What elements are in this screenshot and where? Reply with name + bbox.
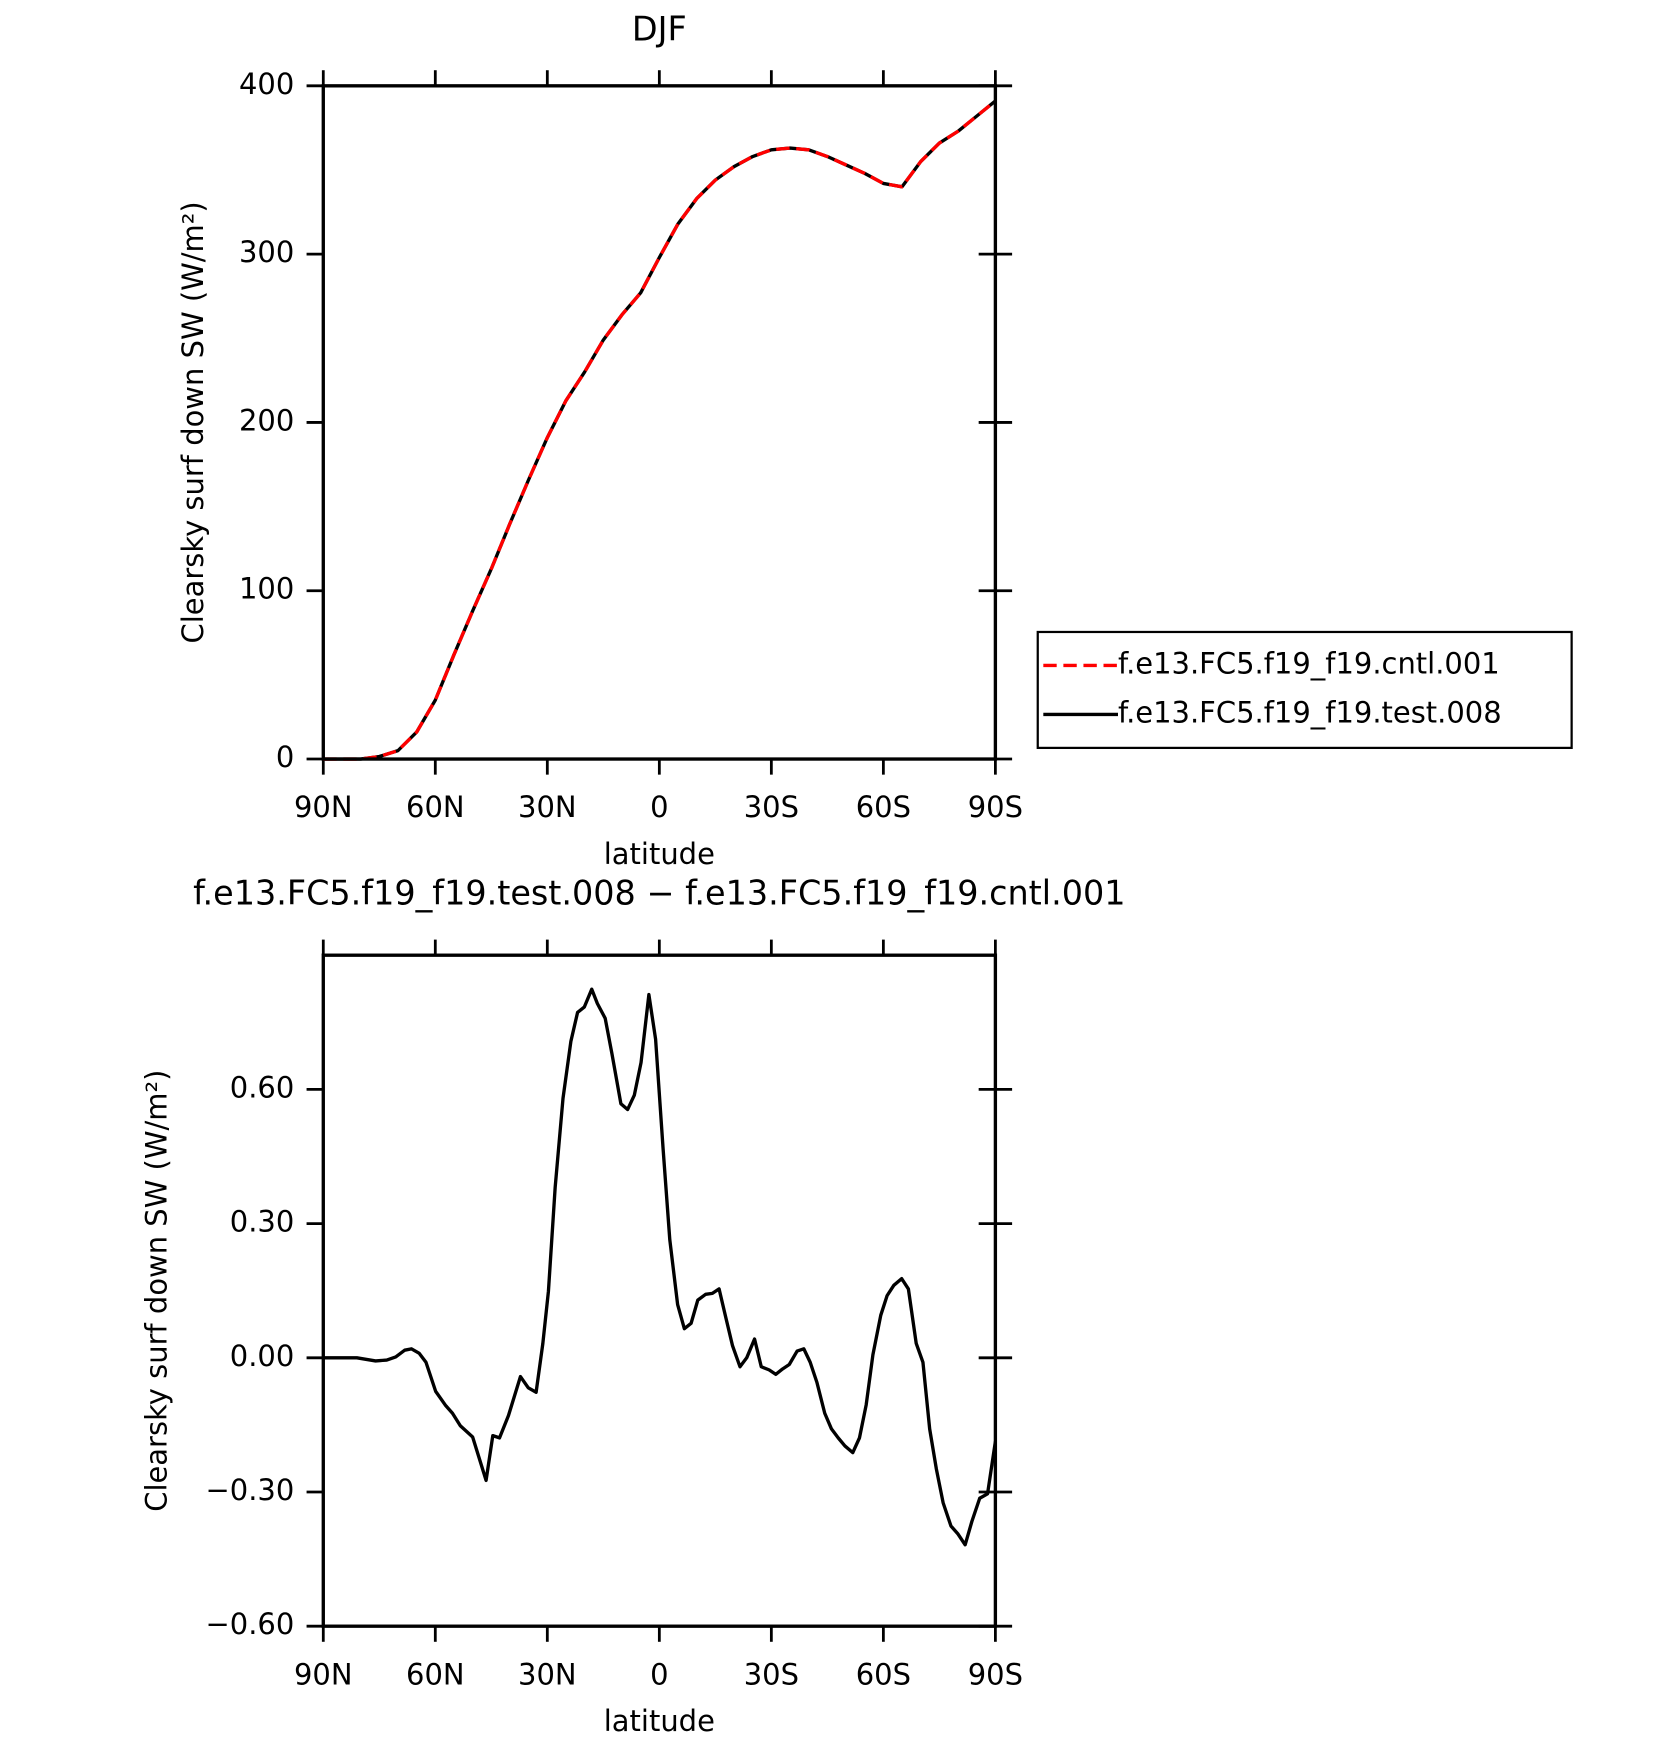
x-tick-label: 60N [406, 1657, 465, 1691]
y-tick-label: 200 [239, 403, 294, 437]
x-tick-label: 30S [744, 790, 799, 824]
x-tick-label: 30N [518, 790, 577, 824]
x-tick-label: 0 [650, 1657, 668, 1691]
chart-title: f.e13.FC5.f19_f19.test.008 − f.e13.FC5.f… [193, 874, 1125, 913]
legend-label: f.e13.FC5.f19_f19.test.008 [1118, 695, 1502, 729]
x-tick-label: 0 [650, 790, 668, 824]
x-tick-label: 90N [294, 790, 353, 824]
y-tick-label: 400 [239, 67, 294, 101]
y-tick-label: 0.60 [230, 1070, 295, 1104]
plot-frame [321, 84, 998, 761]
x-tick-label: 60S [856, 1657, 911, 1691]
chart-title: DJF [632, 10, 687, 49]
x-axis-label: latitude [604, 1704, 715, 1738]
y-axis-label: Clearsky surf down SW (W/m²) [176, 201, 210, 643]
x-tick-label: 90S [968, 1657, 1023, 1691]
y-tick-label: 100 [239, 572, 294, 606]
data-line [323, 99, 997, 761]
y-tick-label: 0.00 [230, 1339, 295, 1373]
y-tick-label: 300 [239, 235, 294, 269]
y-axis-label: Clearsky surf down SW (W/m²) [139, 1070, 173, 1512]
x-tick-label: 30N [518, 1657, 577, 1691]
y-tick-label: −0.60 [206, 1607, 295, 1641]
x-axis-label: latitude [604, 837, 715, 871]
y-tick-label: −0.30 [206, 1473, 295, 1507]
data-line [323, 99, 997, 761]
y-tick-label: 0.30 [230, 1205, 295, 1239]
legend-label: f.e13.FC5.f19_f19.cntl.001 [1118, 646, 1500, 680]
x-tick-label: 90S [968, 790, 1023, 824]
y-tick-label: 0 [276, 740, 294, 774]
x-tick-label: 60S [856, 790, 911, 824]
plot-frame [321, 953, 998, 1628]
x-tick-label: 60N [406, 790, 465, 824]
data-line [323, 987, 998, 1547]
x-tick-label: 90N [294, 1657, 353, 1691]
x-tick-label: 30S [744, 1657, 799, 1691]
legend-box [1036, 630, 1573, 750]
